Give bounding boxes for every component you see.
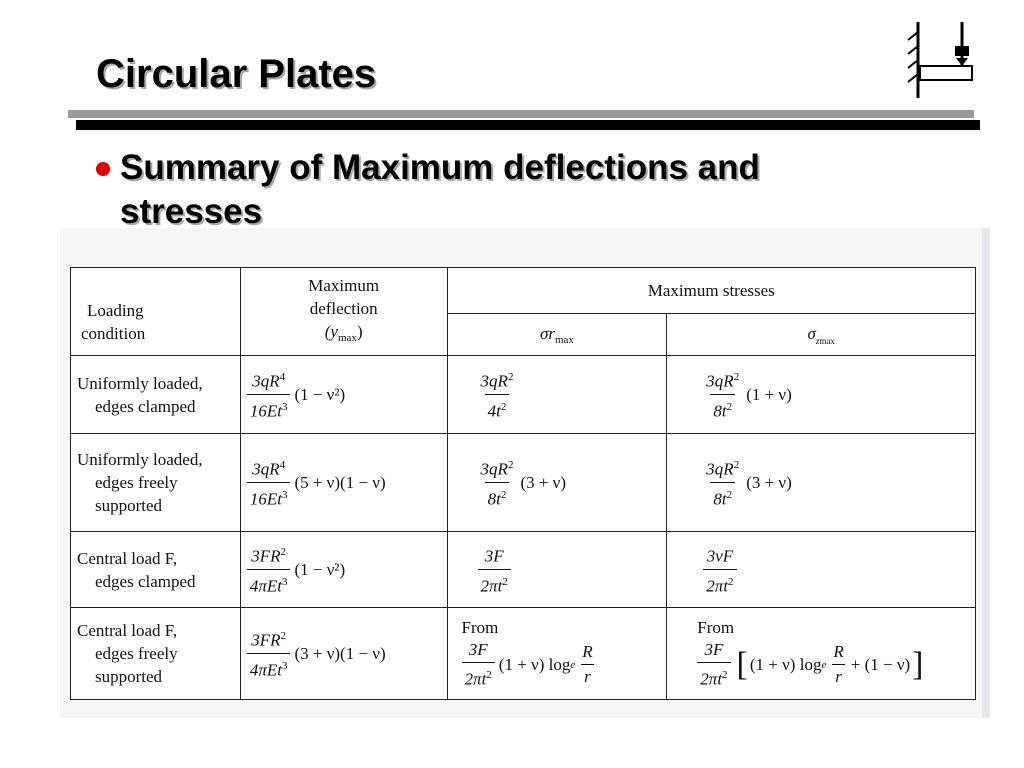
row-deflection: 3FR2 4πEt3 (3 + ν)(1 − ν) <box>239 607 448 700</box>
row-deflection: 3qR4 16Et3 (1 − ν²) <box>239 355 448 434</box>
summary-table: Loading condition Maximum deflection (ym… <box>70 267 977 700</box>
bullet-text: Summary of Maximum deflections and stres… <box>120 148 760 231</box>
header-max-deflection: Maximum deflection (ymax) <box>239 267 448 356</box>
row-sigma-r: 3F 2πt2 <box>446 531 668 608</box>
row-deflection: 3FR2 4πEt3 (1 − ν²) <box>239 531 448 608</box>
header-sigma-z: σzmax <box>666 313 976 356</box>
row-sigma-r: 3qR2 4t2 <box>446 355 668 434</box>
header-sigma-r: σrmax <box>446 313 668 356</box>
table-row: Central load F, edges clamped 3FR2 4πEt3 … <box>70 531 976 608</box>
row-condition: Uniformly loaded, edges clamped <box>70 355 241 434</box>
table-row: Uniformly loaded, edges clamped 3qR4 16Et… <box>70 355 976 434</box>
fixed-support-logo-icon <box>907 22 973 98</box>
header-max-stresses: Maximum stresses <box>446 267 977 314</box>
title-underline-black <box>76 120 980 130</box>
table-row: Central load F, edges freely supported 3… <box>70 607 976 700</box>
row-sigma-z: 3qR2 8t2 (1 + ν) <box>666 355 976 434</box>
slide-title: Circular Plates <box>96 52 377 96</box>
row-sigma-r: 3qR2 8t2 (3 + ν) <box>446 433 668 532</box>
table-row: Uniformly loaded, edges freely supported… <box>70 433 976 532</box>
header-loading-condition: Loading condition <box>70 267 241 356</box>
bullet-dot <box>96 162 110 176</box>
row-sigma-z: 3νF 2πt2 <box>666 531 976 608</box>
title-underline-gray <box>68 110 974 118</box>
row-sigma-z: 3qR2 8t2 (3 + ν) <box>666 433 976 532</box>
row-condition: Central load F, edges freely supported <box>70 607 241 700</box>
row-condition: Uniformly loaded, edges freely supported <box>70 433 241 532</box>
row-deflection: 3qR4 16Et3 (5 + ν)(1 − ν) <box>239 433 448 532</box>
scanned-image-edge <box>982 228 990 718</box>
row-condition: Central load F, edges clamped <box>70 531 241 608</box>
